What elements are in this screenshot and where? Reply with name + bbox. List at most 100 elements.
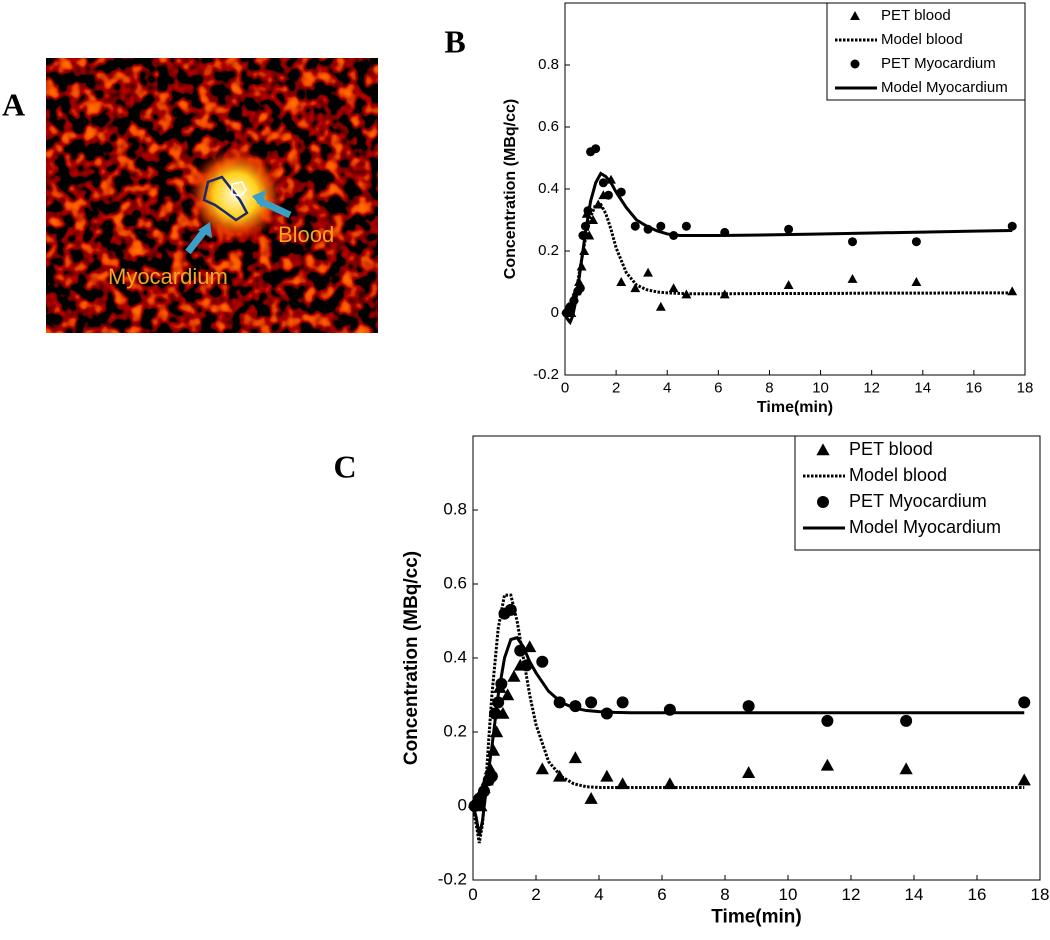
data-point [911, 277, 922, 286]
myocardium-roi [202, 175, 249, 222]
annotation-blood: Blood [278, 222, 334, 247]
x-tick-label: 8 [720, 885, 729, 904]
y-tick-label: 0.4 [538, 180, 559, 197]
legend-marker [850, 59, 860, 69]
x-axis-label: Time(min) [711, 906, 801, 927]
x-tick-label: 14 [914, 379, 931, 396]
model-curve [563, 203, 1013, 326]
data-point [584, 792, 598, 804]
x-tick-label: 16 [968, 885, 987, 904]
y-tick-label: 0.2 [443, 721, 467, 740]
data-point [784, 224, 794, 234]
data-point [742, 766, 756, 778]
data-point [899, 762, 913, 775]
y-tick-label: 0.8 [538, 56, 559, 73]
panel-label: B [444, 23, 465, 59]
annotation-myocardium: Myocardium [108, 264, 228, 289]
legend-box [794, 435, 1041, 551]
data-point [643, 267, 654, 277]
data-point [630, 221, 640, 231]
arrow-myocardium [185, 227, 208, 255]
y-tick-label: 0.6 [538, 118, 559, 135]
data-point [681, 221, 691, 231]
x-tick-label: 8 [765, 379, 773, 396]
y-tick-label: 0.8 [443, 499, 467, 518]
y-tick-label: -0.2 [438, 869, 467, 888]
data-point [523, 640, 537, 653]
data-point [783, 280, 794, 290]
panel-label: C [333, 448, 356, 484]
x-tick-label: 12 [863, 379, 880, 396]
legend-label: PET Myocardium [881, 55, 996, 72]
y-tick-label: 0 [458, 795, 467, 814]
x-tick-label: 6 [657, 885, 666, 904]
data-point [603, 190, 613, 200]
arrow-head [252, 190, 266, 208]
legend-label: Model Myocardium [849, 517, 1001, 537]
data-point [719, 289, 730, 299]
legend-marker [817, 496, 829, 508]
data-point [668, 283, 679, 293]
data-point [585, 696, 598, 709]
y-axis-label: Concentration (MBq/cc) [401, 551, 422, 765]
data-point [1018, 696, 1031, 709]
legend-label: PET blood [849, 439, 933, 459]
x-tick-label: 18 [1017, 379, 1034, 396]
data-point [591, 144, 601, 154]
data-point [535, 762, 549, 775]
x-tick-label: 16 [966, 379, 983, 396]
data-point [656, 221, 666, 231]
data-point [507, 669, 521, 682]
data-point [501, 688, 515, 701]
data-point [504, 603, 517, 616]
model-curve [471, 593, 1025, 844]
data-point [1007, 221, 1017, 231]
x-tick-label: 0 [468, 885, 477, 904]
data-point [630, 283, 641, 293]
legend-label: PET blood [881, 7, 951, 24]
y-tick-label: -0.2 [533, 366, 559, 383]
data-point [536, 655, 549, 668]
data-point [847, 273, 858, 283]
x-tick-label: 2 [612, 379, 620, 396]
model-curve [563, 171, 1013, 326]
data-point [900, 714, 913, 727]
y-axis-label: Concentration (MBq/cc) [502, 99, 519, 279]
y-tick-label: 0.2 [538, 242, 559, 259]
data-point [568, 751, 582, 764]
x-tick-label: 14 [905, 885, 924, 904]
data-point [655, 301, 666, 311]
model-curve [471, 635, 1025, 836]
arrow-head [198, 222, 212, 238]
data-point [600, 769, 614, 782]
data-point [742, 700, 755, 713]
y-tick-label: 0 [551, 304, 559, 321]
x-tick-label: 2 [531, 885, 540, 904]
data-point [911, 237, 921, 247]
data-point [821, 714, 834, 727]
data-point [1017, 773, 1031, 786]
x-tick-label: 4 [663, 379, 671, 396]
data-point [598, 178, 608, 188]
legend-marker [850, 11, 860, 20]
x-tick-label: 6 [714, 379, 722, 396]
data-point [616, 696, 629, 709]
data-point [848, 237, 857, 247]
x-axis-label: Time(min) [757, 399, 833, 416]
y-tick-label: 0.4 [443, 647, 467, 666]
legend-marker [816, 443, 830, 456]
x-tick-label: 10 [812, 379, 829, 396]
x-tick-label: 12 [842, 885, 861, 904]
legend-box [826, 2, 1026, 101]
x-tick-label: 10 [779, 885, 798, 904]
panel-label: A [2, 86, 25, 122]
x-tick-label: 0 [561, 379, 569, 396]
pet-image: Blood Myocardium [46, 58, 378, 333]
legend-label: Model Myocardium [881, 79, 1008, 96]
x-tick-label: 18 [1031, 885, 1050, 904]
x-tick-label: 4 [594, 885, 603, 904]
data-point [616, 277, 627, 286]
y-tick-label: 0.6 [443, 573, 467, 592]
blood-roi [231, 181, 247, 197]
